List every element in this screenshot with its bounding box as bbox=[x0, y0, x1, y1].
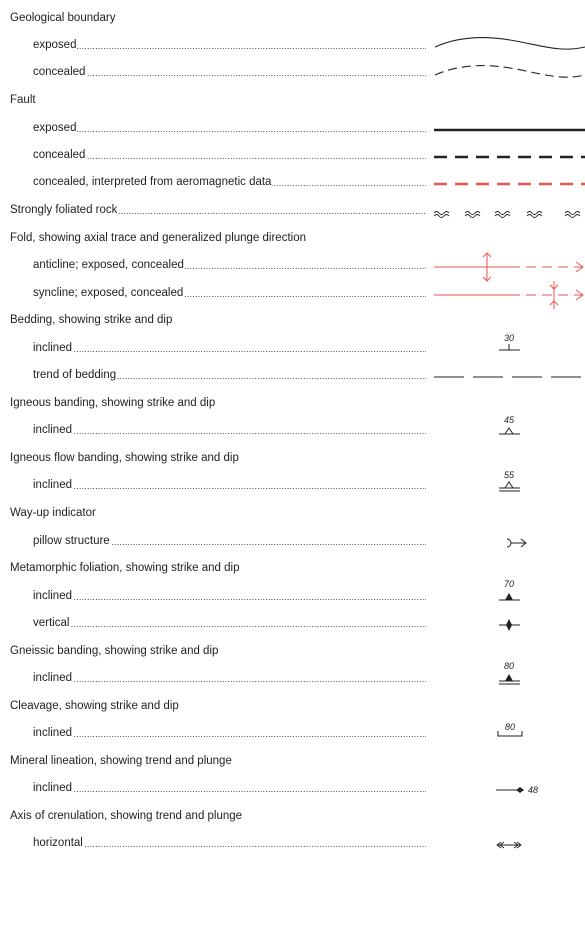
heading-metamorphic-foliation: Metamorphic foliation, showing strike an… bbox=[0, 558, 585, 578]
gneissic-banding-symbol: 80 bbox=[499, 661, 520, 685]
heading-mineral-lineation: Mineral lineation, showing trend and plu… bbox=[0, 751, 585, 771]
legend-row-foliated: Strongly foliated rock bbox=[0, 200, 585, 220]
bedding-inclined-symbol: 30 bbox=[499, 333, 520, 351]
heading-text: Bedding, showing strike and dip bbox=[10, 314, 173, 326]
boundary-concealed-symbol bbox=[434, 65, 585, 78]
legend-row-boundary-concealed: concealed bbox=[0, 62, 585, 82]
legend-label: inclined bbox=[33, 668, 426, 688]
heading-igneous-flow-banding: Igneous flow banding, showing strike and… bbox=[0, 448, 585, 468]
legend-label: inclined bbox=[33, 778, 426, 798]
dip-value: 30 bbox=[504, 333, 514, 343]
legend-label: inclined bbox=[33, 723, 426, 743]
dip-value: 55 bbox=[504, 470, 515, 480]
bedding-trend-symbol bbox=[434, 376, 585, 378]
dip-value: 80 bbox=[504, 661, 514, 671]
legend-label: vertical bbox=[33, 613, 426, 633]
dip-value: 70 bbox=[504, 579, 514, 589]
heading-text: Gneissic banding, showing strike and dip bbox=[10, 645, 219, 657]
foliation-inclined-symbol: 70 bbox=[499, 579, 520, 601]
fault-concealed-symbol bbox=[434, 155, 585, 159]
fault-exposed-symbol bbox=[434, 128, 585, 132]
heading-way-up: Way-up indicator bbox=[0, 503, 585, 523]
heading-geological-boundary: Geological boundary bbox=[0, 8, 585, 28]
legend-row-cleavage-inclined: inclined 80 bbox=[0, 722, 585, 743]
heading-gneissic-banding: Gneissic banding, showing strike and dip bbox=[0, 641, 585, 661]
legend-row-foliation-vertical: vertical bbox=[0, 613, 585, 633]
heading-text: Geological boundary bbox=[10, 12, 116, 24]
legend-row-crenulation-horizontal: horizontal bbox=[0, 833, 585, 853]
legend-row-gneissic-inclined: inclined 80 bbox=[0, 661, 585, 688]
heading-cleavage: Cleavage, showing strike and dip bbox=[0, 696, 585, 716]
legend-label: pillow structure bbox=[33, 531, 426, 551]
heading-text: Way-up indicator bbox=[10, 507, 96, 519]
legend-label: trend of bedding bbox=[33, 365, 426, 385]
foliated-rock-symbol bbox=[433, 211, 581, 218]
legend-row-fault-aeromag: concealed, interpreted from aeromagnetic… bbox=[0, 172, 585, 192]
legend-label: inclined bbox=[33, 475, 426, 495]
heading-text: Cleavage, showing strike and dip bbox=[10, 700, 179, 712]
heading-text: Axis of crenulation, showing trend and p… bbox=[10, 810, 243, 822]
legend-label: horizontal bbox=[33, 833, 426, 853]
pillow-structure-symbol bbox=[506, 538, 527, 548]
legend-row-anticline: anticline; exposed, concealed bbox=[0, 252, 585, 282]
heading-fold: Fold, showing axial trace and generalize… bbox=[0, 228, 585, 248]
legend-label: syncline; exposed, concealed bbox=[33, 283, 426, 303]
igneous-inclined-symbol: 45 bbox=[499, 415, 520, 435]
heading-text: Fold, showing axial trace and generalize… bbox=[10, 232, 306, 244]
heading-crenulation-axis: Axis of crenulation, showing trend and p… bbox=[0, 806, 585, 826]
heading-text: Mineral lineation, showing trend and plu… bbox=[10, 755, 232, 767]
legend-label: exposed bbox=[33, 118, 426, 138]
flow-banding-symbol: 55 bbox=[499, 470, 520, 492]
syncline-symbol bbox=[434, 281, 584, 309]
crenulation-axis-symbol bbox=[496, 841, 522, 849]
heading-text: Igneous flow banding, showing strike and… bbox=[10, 452, 239, 464]
heading-fault: Fault bbox=[0, 90, 585, 110]
heading-text: Igneous banding, showing strike and dip bbox=[10, 397, 216, 409]
mineral-lineation-symbol: 48 bbox=[496, 785, 538, 795]
legend-label: inclined bbox=[33, 420, 426, 440]
heading-text: Metamorphic foliation, showing strike an… bbox=[10, 562, 240, 574]
legend-row-lineation-inclined: inclined 48 bbox=[0, 778, 585, 798]
cleavage-symbol: 80 bbox=[497, 722, 523, 737]
legend-label: inclined bbox=[33, 338, 426, 358]
legend-row-bedding-trend: trend of bedding bbox=[0, 365, 585, 385]
legend-label: exposed bbox=[33, 35, 426, 55]
legend-row-boundary-exposed: exposed bbox=[0, 35, 585, 55]
anticline-symbol bbox=[434, 252, 584, 282]
legend-row-igneous-inclined: inclined 45 bbox=[0, 415, 585, 440]
boundary-exposed-symbol bbox=[434, 37, 585, 50]
legend-label: Strongly foliated rock bbox=[10, 200, 426, 220]
legend-row-bedding-inclined: inclined 30 bbox=[0, 333, 585, 358]
legend-row-foliation-inclined: inclined 70 bbox=[0, 579, 585, 606]
legend-label: concealed, interpreted from aeromagnetic… bbox=[33, 172, 426, 192]
heading-text: Fault bbox=[10, 94, 36, 106]
legend-row-pillow: pillow structure bbox=[0, 531, 585, 551]
legend-label: concealed bbox=[33, 62, 426, 82]
legend-label: anticline; exposed, concealed bbox=[33, 255, 426, 275]
legend-row-flow-inclined: inclined 55 bbox=[0, 470, 585, 495]
legend-row-fault-exposed: exposed bbox=[0, 118, 585, 138]
legend-row-syncline: syncline; exposed, concealed bbox=[0, 281, 585, 309]
legend-label: inclined bbox=[33, 586, 426, 606]
dip-value: 45 bbox=[504, 415, 515, 425]
plunge-value: 48 bbox=[528, 785, 538, 795]
heading-bedding: Bedding, showing strike and dip bbox=[0, 310, 585, 330]
foliation-vertical-symbol bbox=[499, 619, 520, 631]
dip-value: 80 bbox=[505, 722, 515, 732]
fault-aeromag-symbol bbox=[434, 182, 585, 186]
legend-row-fault-concealed: concealed bbox=[0, 145, 585, 165]
heading-igneous-banding: Igneous banding, showing strike and dip bbox=[0, 393, 585, 413]
legend-label: concealed bbox=[33, 145, 426, 165]
